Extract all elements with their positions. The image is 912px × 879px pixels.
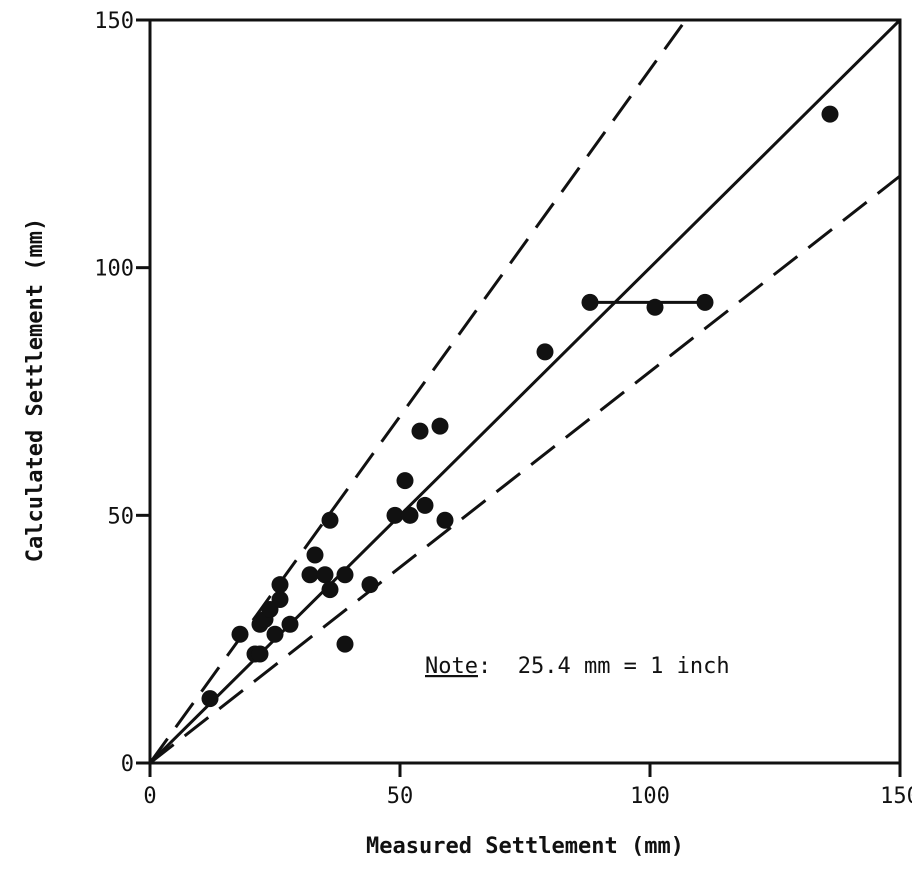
data-point	[386, 506, 404, 524]
x-tick-label: 0	[143, 784, 156, 809]
data-point	[201, 690, 219, 708]
data-point	[361, 576, 379, 594]
tick-labels: 0 50 100 150 0 50 100 150	[94, 9, 912, 809]
plot-frame	[148, 18, 902, 765]
data-point	[821, 105, 839, 123]
x-tick-label: 50	[387, 784, 414, 809]
data-point	[321, 581, 339, 599]
x-tick-label: 100	[630, 784, 670, 809]
note-text: : 25.4 mm = 1 inch	[478, 654, 730, 679]
data-point	[231, 625, 249, 643]
x-tick-label: 150	[880, 784, 912, 809]
data-point	[316, 566, 334, 584]
data-point	[306, 546, 324, 564]
data-point	[251, 645, 269, 663]
data-point	[266, 625, 284, 643]
data-point	[271, 576, 289, 594]
reference-line-bound-1	[150, 20, 688, 763]
note-annotation: Note: 25.4 mm = 1 inch	[425, 654, 730, 679]
data-point	[416, 496, 434, 514]
data-point	[646, 298, 664, 316]
y-axis-title: Calculated Settlement (mm)	[23, 218, 48, 562]
note-label: Note	[425, 654, 478, 679]
data-point	[281, 615, 299, 633]
data-point	[401, 506, 419, 524]
axis-ticks	[136, 18, 902, 777]
y-tick-label: 100	[94, 257, 134, 282]
data-point	[321, 511, 339, 529]
y-tick-label: 150	[94, 9, 134, 34]
data-points	[201, 105, 839, 708]
data-point	[411, 422, 429, 440]
data-point	[301, 566, 319, 584]
data-point	[396, 472, 414, 490]
y-tick-label: 0	[121, 752, 134, 777]
data-point	[336, 635, 354, 653]
y-tick-label: 50	[108, 504, 135, 529]
data-point	[436, 511, 454, 529]
data-point	[431, 417, 449, 435]
x-axis-title: Measured Settlement (mm)	[366, 834, 684, 859]
reference-line-bound-2	[150, 174, 900, 763]
data-point	[536, 343, 554, 361]
svg-text:Note: 25.4 mm = 1 inch: Note: 25.4 mm = 1 inch	[425, 654, 730, 679]
data-point	[336, 566, 354, 584]
data-point	[581, 293, 599, 311]
data-point	[271, 591, 289, 609]
data-point	[696, 293, 714, 311]
